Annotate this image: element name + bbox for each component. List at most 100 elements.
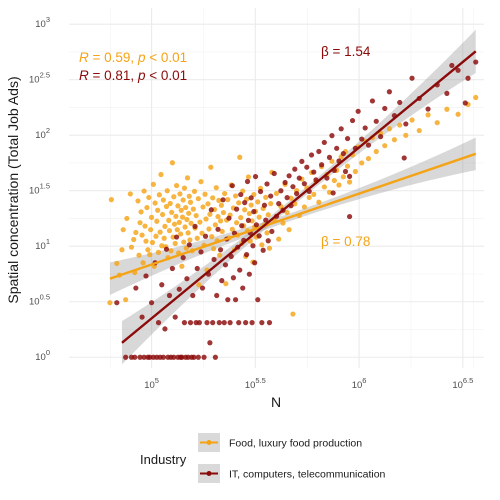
point-food (191, 188, 198, 194)
point-it (133, 285, 139, 291)
p-symbol: p (137, 68, 146, 83)
point-food (107, 300, 113, 306)
point-food (225, 197, 231, 203)
point-it (239, 223, 245, 229)
point-food (174, 227, 180, 233)
x-tick-label: 105 (144, 376, 159, 391)
x-tick-label: 105.5 (245, 376, 266, 391)
point-food (187, 237, 193, 243)
point-food (286, 227, 292, 233)
point-it (214, 292, 220, 299)
point-food (161, 235, 167, 241)
y-tick-label: 103 (35, 15, 50, 30)
point-food (127, 191, 133, 197)
point-it (191, 354, 197, 360)
point-food (179, 263, 185, 269)
point-food (245, 174, 252, 180)
point-food (382, 143, 388, 149)
legend-point-it (206, 471, 212, 476)
point-food (171, 194, 177, 200)
point-food (173, 182, 180, 189)
point-food (188, 220, 194, 226)
point-food (148, 214, 155, 220)
point-it (232, 297, 239, 303)
point-it (265, 238, 271, 244)
point-it (238, 191, 244, 198)
point-it (346, 173, 353, 179)
point-food (187, 199, 194, 205)
r-symbol: R (79, 50, 89, 65)
point-food (152, 200, 158, 206)
point-food (238, 215, 244, 221)
regression-lines (109, 50, 477, 344)
point-food (169, 209, 175, 215)
point-it (334, 145, 340, 151)
y-tick-labels: 100 100.5 101 101.5 102 102.5 103 (29, 15, 50, 363)
point-food (205, 201, 211, 207)
point-food (159, 243, 165, 249)
point-it (264, 181, 270, 187)
point-food (266, 245, 273, 251)
point-food (397, 122, 403, 128)
point-food (263, 194, 269, 200)
point-food (182, 224, 188, 230)
point-food (248, 202, 254, 208)
point-food (178, 207, 184, 213)
point-food (199, 230, 205, 236)
point-it (147, 354, 153, 360)
point-it (180, 254, 186, 261)
point-food (141, 188, 147, 194)
beta-symbol: β = (321, 44, 344, 59)
point-it (222, 262, 229, 268)
point-food (156, 192, 162, 198)
point-food (167, 200, 173, 207)
point-it (260, 247, 266, 253)
point-food (208, 164, 214, 170)
point-it (294, 190, 300, 197)
point-food (256, 214, 262, 220)
p-symbol: p (137, 50, 146, 65)
point-it (330, 190, 336, 196)
point-it (198, 249, 204, 255)
legend-label-it: IT, computers, telecommunication (229, 469, 386, 481)
point-food (181, 185, 188, 191)
point-it (319, 162, 325, 168)
point-food (331, 177, 337, 184)
point-food (120, 227, 126, 233)
point-it (225, 297, 231, 303)
point-it (244, 178, 251, 185)
point-it (362, 125, 368, 131)
point-it (329, 133, 335, 139)
point-food (200, 204, 206, 210)
point-it (141, 354, 147, 360)
point-it (229, 183, 235, 189)
point-food (321, 184, 327, 190)
point-it (255, 297, 261, 303)
point-food (158, 171, 164, 178)
point-food (149, 239, 156, 246)
point-it (252, 173, 259, 180)
point-it (187, 320, 194, 326)
point-food (346, 179, 353, 185)
point-food (135, 198, 141, 204)
point-it (163, 246, 170, 252)
legend-title: Industry (140, 452, 187, 467)
point-food (176, 219, 182, 225)
equals-sign: = (89, 68, 104, 83)
legend-key-food (198, 433, 220, 452)
point-it (148, 300, 155, 306)
point-food (184, 216, 190, 223)
point-it (195, 354, 201, 360)
point-food (306, 194, 312, 201)
y-tick-label: 102.5 (29, 71, 50, 86)
point-it (346, 213, 353, 220)
point-it (220, 197, 226, 203)
point-it (221, 320, 227, 326)
data-points (107, 59, 479, 360)
point-it (449, 62, 455, 69)
major-gridlines (69, 8, 484, 368)
point-it (243, 320, 249, 326)
point-it (155, 320, 162, 326)
point-it (316, 148, 322, 155)
regression-line-food (109, 152, 477, 280)
